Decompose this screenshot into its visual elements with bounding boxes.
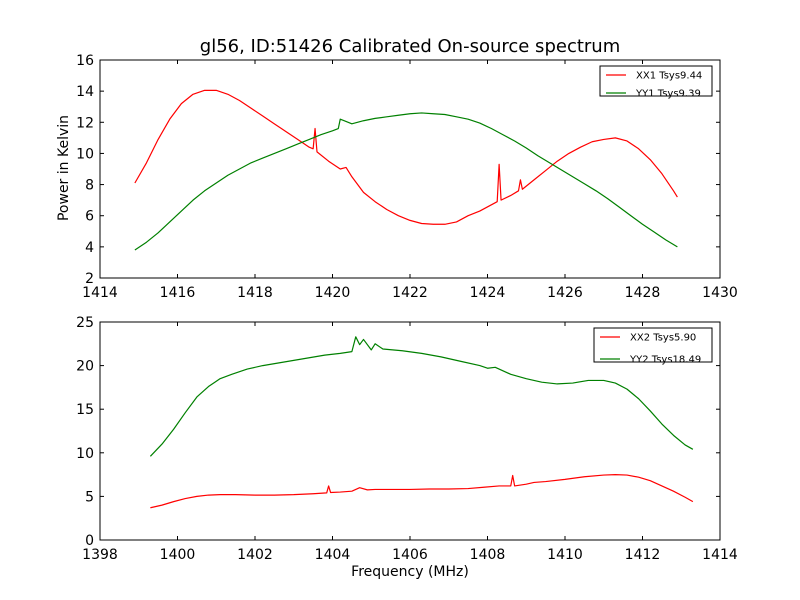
bottom-y-tick-label: 25 — [76, 315, 94, 331]
top-y-tick-label: 4 — [85, 240, 94, 256]
top-legend-label-2: YY1 Tsys9.39 — [635, 89, 701, 100]
bottom-legend-label-2: YY2 Tsys18.49 — [629, 355, 701, 366]
top-x-tick-label: 1428 — [625, 285, 661, 301]
top-series-line-1 — [134, 89, 678, 225]
top-x-tick-label: 1424 — [470, 285, 506, 301]
bottom-x-tick-label: 1408 — [470, 547, 506, 563]
top-y-tick-label: 16 — [76, 53, 94, 69]
chart-title: gl56, ID:51426 Calibrated On-source spec… — [200, 36, 620, 57]
top-y-tick-label: 6 — [85, 209, 94, 225]
top-x-tick-label: 1416 — [160, 285, 196, 301]
top-x-tick-label: 1422 — [392, 285, 428, 301]
top-legend: XX1 Tsys9.44 YY1 Tsys9.39 — [599, 65, 713, 100]
top-y-tick-label: 12 — [76, 115, 94, 131]
bottom-x-tick-label: 1404 — [315, 547, 351, 563]
bottom-y-tick-label: 15 — [76, 402, 94, 418]
bottom-x-tick-label: 1412 — [625, 547, 661, 563]
bottom-y-tick-label: 5 — [85, 489, 94, 505]
bottom-y-tick-label: 10 — [76, 446, 94, 462]
bottom-series-line-2 — [149, 336, 694, 457]
bottom-panel: Frequency (MHz) 1398 1400 1402 1404 1406 1408… — [76, 315, 738, 580]
bottom-x-tick-label: 1400 — [160, 547, 196, 563]
bottom-y-tick-label: 0 — [85, 533, 94, 549]
bottom-x-tick-label: 1406 — [392, 547, 428, 563]
bottom-x-tick-label: 1414 — [702, 547, 738, 563]
bottom-series-line-1 — [150, 474, 694, 509]
bottom-legend: XX2 Tsys5.90 YY2 Tsys18.49 — [593, 327, 713, 366]
top-y-tick-label: 14 — [76, 84, 94, 100]
top-y-tick-label: 2 — [85, 271, 94, 287]
top-legend-label-1: XX1 Tsys9.44 — [636, 71, 702, 82]
bottom-panel-xlabel: Frequency (MHz) — [351, 564, 469, 580]
bottom-legend-label-1: XX2 Tsys5.90 — [630, 333, 696, 344]
top-legend-box — [599, 65, 713, 97]
top-panel-ylabel: Power in Kelvin — [56, 115, 72, 221]
top-series-line-2 — [134, 112, 678, 251]
top-x-tick-label: 1418 — [237, 285, 273, 301]
top-y-tick-label: 8 — [85, 178, 94, 194]
top-x-tick-label: 1414 — [82, 285, 118, 301]
top-x-tick-label: 1430 — [702, 285, 738, 301]
top-y-tick-label: 10 — [76, 146, 94, 162]
bottom-x-tick-label: 1402 — [237, 547, 273, 563]
bottom-y-tick-label: 20 — [76, 359, 94, 375]
top-x-tick-label: 1420 — [315, 285, 351, 301]
top-panel: Power in Kelvin 1414 1416 1418 1420 1422 1424… — [56, 53, 738, 301]
top-x-tick-label: 1426 — [547, 285, 583, 301]
bottom-x-tick-label: 1398 — [82, 547, 118, 563]
bottom-x-tick-label: 1410 — [547, 547, 583, 563]
bottom-legend-box — [593, 327, 713, 363]
